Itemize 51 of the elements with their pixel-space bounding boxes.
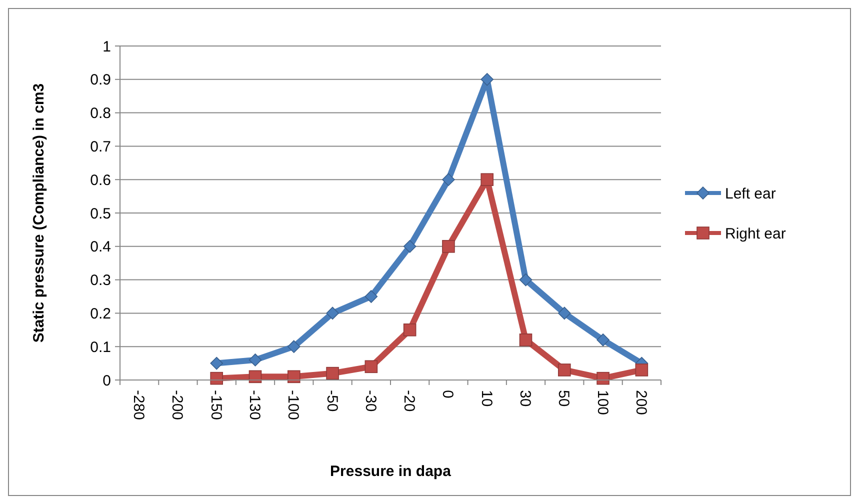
point <box>480 73 494 86</box>
x-tick-label: -20 <box>400 390 418 412</box>
point <box>364 290 378 303</box>
x-axis-title: Pressure in dapa <box>330 463 452 480</box>
point <box>596 372 610 385</box>
point <box>287 370 300 384</box>
point <box>442 173 455 186</box>
x-tick-label: 0 <box>439 390 456 398</box>
x-tick-label: 200 <box>632 390 650 416</box>
point <box>287 340 300 353</box>
point <box>596 334 610 346</box>
y-axis-title: Static pressure (Compliance) in cm3 <box>30 83 48 343</box>
y-tick-label: 0.6 <box>90 172 111 189</box>
x-tick-label: -280 <box>130 390 148 420</box>
x-tick-label: -150 <box>207 390 224 420</box>
x-tick-label: -50 <box>323 390 340 412</box>
point <box>403 240 416 253</box>
legend-label: Left ear <box>725 185 776 202</box>
legend-label: Right ear <box>725 225 786 242</box>
point <box>480 173 494 186</box>
x-tick-label: -100 <box>284 390 302 420</box>
y-tick-label: 0.3 <box>90 272 111 290</box>
point <box>519 273 532 286</box>
point <box>248 354 262 366</box>
x-tick-label: 30 <box>516 390 534 407</box>
point <box>558 364 571 376</box>
point <box>519 334 532 346</box>
point <box>210 356 224 370</box>
y-tick-label: 0.8 <box>90 105 111 122</box>
point <box>558 306 571 320</box>
point <box>326 306 339 320</box>
x-tick-label: -130 <box>246 390 263 420</box>
y-tick-label: 0.9 <box>90 72 111 89</box>
x-tick-label: 10 <box>478 390 495 407</box>
x-tick-label: 100 <box>594 390 611 416</box>
y-tick-label: 0 <box>102 372 111 390</box>
y-tick-label: 0.4 <box>90 238 111 256</box>
x-tick-label: -200 <box>168 390 186 420</box>
point <box>326 366 339 380</box>
x-tick-label: -30 <box>362 390 379 412</box>
point <box>403 324 416 336</box>
y-tick-label: 0.5 <box>90 205 111 222</box>
point <box>210 372 224 385</box>
y-tick-label: 1 <box>102 38 111 56</box>
point <box>442 240 455 253</box>
point <box>635 364 648 376</box>
y-tick-label: 0.2 <box>90 305 111 322</box>
y-tick-label: 0.7 <box>90 138 111 156</box>
x-tick-label: 50 <box>555 390 572 407</box>
y-tick-label: 0.1 <box>90 338 111 356</box>
point <box>364 360 378 374</box>
